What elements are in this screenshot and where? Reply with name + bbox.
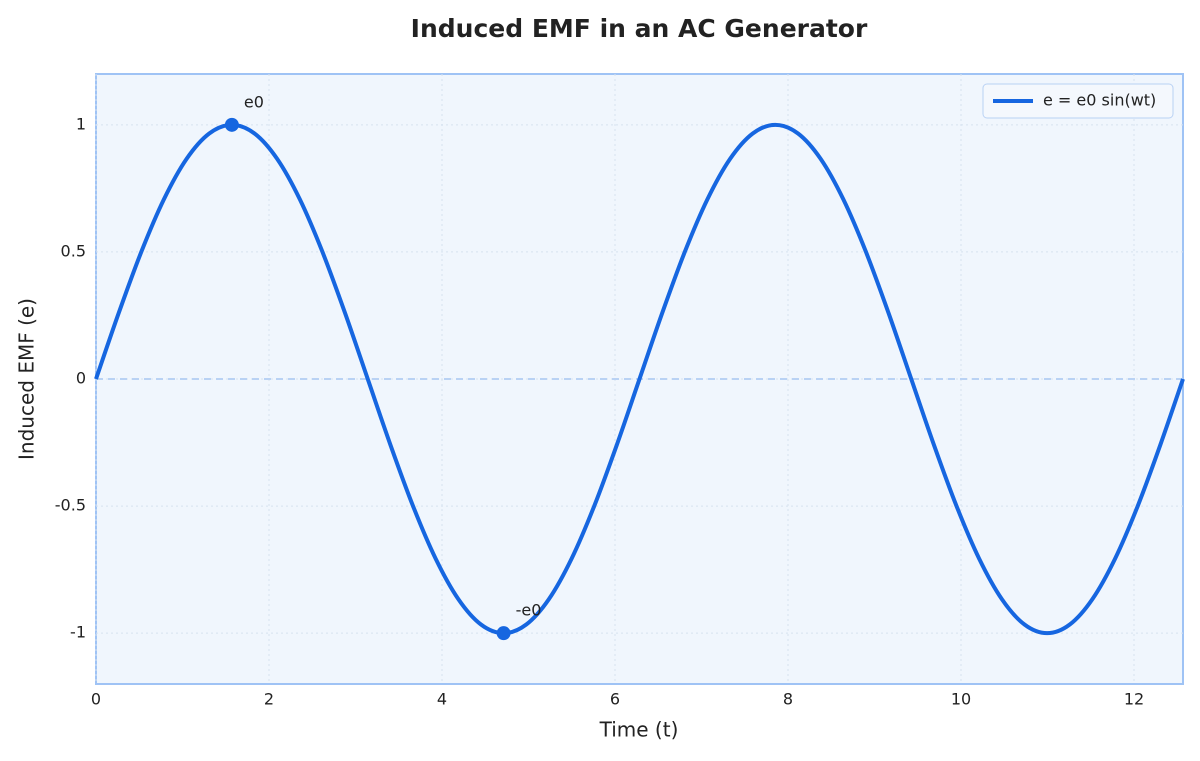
x-tick-label: 8 xyxy=(783,690,793,709)
y-tick-label: -1 xyxy=(70,623,86,642)
line xyxy=(94,122,1185,636)
chart-title: Induced EMF in an AC Generator xyxy=(411,14,868,43)
y-tick-label: 0 xyxy=(76,369,86,388)
x-tick-label: 12 xyxy=(1124,690,1144,709)
x-axis-label: Time (t) xyxy=(599,718,679,742)
y-tick-label: 1 xyxy=(76,114,86,133)
y-tick-label: 0.5 xyxy=(61,241,86,260)
annotation-label: -e0 xyxy=(516,601,542,620)
x-tick-label: 4 xyxy=(437,690,447,709)
x-tick-label: 6 xyxy=(610,690,620,709)
x-tick-label: 0 xyxy=(91,690,101,709)
annotation-label: e0 xyxy=(244,92,264,111)
y-axis-label: Induced EMF (e) xyxy=(15,298,39,460)
x-tick-label: 10 xyxy=(951,690,971,709)
legend-label: e = e0 sin(wt) xyxy=(1043,91,1156,110)
legend-box xyxy=(982,83,1174,119)
x-tick-label: 2 xyxy=(264,690,274,709)
y-tick-label: -0.5 xyxy=(55,496,86,515)
annotation-point xyxy=(496,626,511,641)
legend: e = e0 sin(wt) xyxy=(982,83,1174,119)
annotation-point xyxy=(224,117,239,132)
